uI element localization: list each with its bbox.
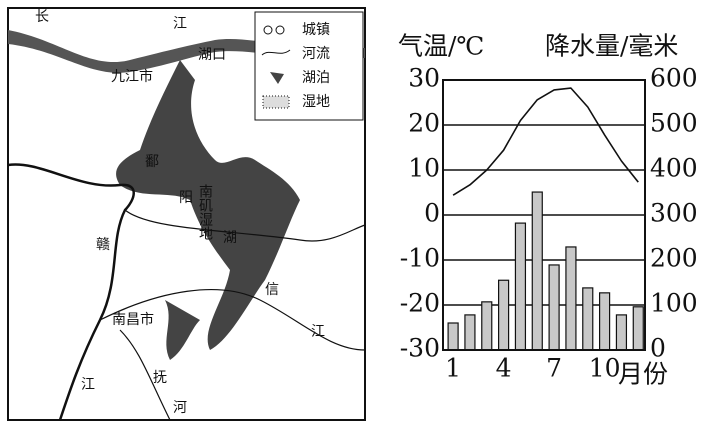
y-tick-label: 20 (408, 109, 440, 138)
map-label: 九江市 (111, 68, 153, 85)
bar (531, 191, 543, 351)
legend-label: 河流 (302, 46, 330, 62)
plot-frame (442, 79, 646, 351)
y2-tick-label: 600 (650, 64, 698, 93)
bar (548, 264, 560, 351)
legend-town (275, 25, 285, 35)
legend-river (261, 49, 291, 56)
x-tick-label: 10 (589, 354, 621, 383)
bar (514, 222, 527, 351)
y2-axis-label: 降水量/毫米 (545, 32, 678, 61)
legend-lake (270, 72, 284, 84)
lake-part (165, 300, 200, 360)
x-tick-label: 4 (496, 354, 512, 383)
y2-tick-label: 100 (650, 289, 698, 318)
x-axis-label: 月份 (618, 360, 668, 389)
river (124, 209, 366, 242)
map-label: 南矶湿地 (197, 184, 213, 240)
x-tick-label: 7 (546, 354, 562, 383)
map-label: 湖 (223, 230, 237, 246)
map-label: 江 (311, 324, 325, 340)
map-label: 鄱 (145, 154, 159, 170)
legend-label: 湿地 (302, 94, 330, 110)
y-axis-label: 气温/℃ (398, 32, 484, 61)
y-tick-label: 30 (408, 64, 440, 93)
bar (481, 301, 493, 351)
y2-tick-label: 300 (650, 199, 698, 228)
map-label: 抚 (153, 370, 167, 386)
y2-tick-label: 0 (650, 334, 666, 363)
map-label: 河 (173, 400, 187, 416)
map-label: 江 (81, 377, 95, 393)
yangtze (8, 30, 365, 73)
bar (447, 322, 459, 351)
x-tick-label: 1 (445, 354, 461, 383)
temperature-line (452, 87, 639, 196)
xin-river (99, 288, 366, 351)
map (7, 7, 366, 421)
bar (464, 314, 476, 351)
fu-river (119, 329, 171, 421)
map-label: 江 (173, 16, 187, 32)
y-tick-label: -10 (400, 244, 440, 273)
legend-label: 城镇 (302, 22, 330, 38)
legend-town (263, 25, 273, 35)
map-label: 信 (265, 282, 279, 298)
y2-tick-label: 400 (650, 154, 698, 183)
map-label: 湖口 (198, 47, 226, 63)
legend-label: 湖泊 (302, 70, 330, 86)
y-tick-label: 10 (408, 154, 440, 183)
map-label: 南昌市 (112, 311, 154, 328)
bar (582, 287, 594, 351)
y-tick-label: -20 (400, 289, 440, 318)
bar (498, 279, 510, 351)
legend-wetland (262, 95, 290, 109)
bar (632, 306, 644, 351)
map-label: 赣 (96, 237, 110, 253)
y2-tick-label: 200 (650, 244, 698, 273)
bar (598, 292, 611, 351)
lake (116, 60, 300, 350)
y-tick-label: 0 (424, 199, 440, 228)
map-label: 长 (35, 9, 49, 25)
y-tick-label: -30 (400, 334, 440, 363)
map-label: 阳 (179, 190, 193, 206)
y2-tick-label: 500 (650, 109, 698, 138)
bar (615, 314, 628, 351)
bar (565, 246, 577, 351)
